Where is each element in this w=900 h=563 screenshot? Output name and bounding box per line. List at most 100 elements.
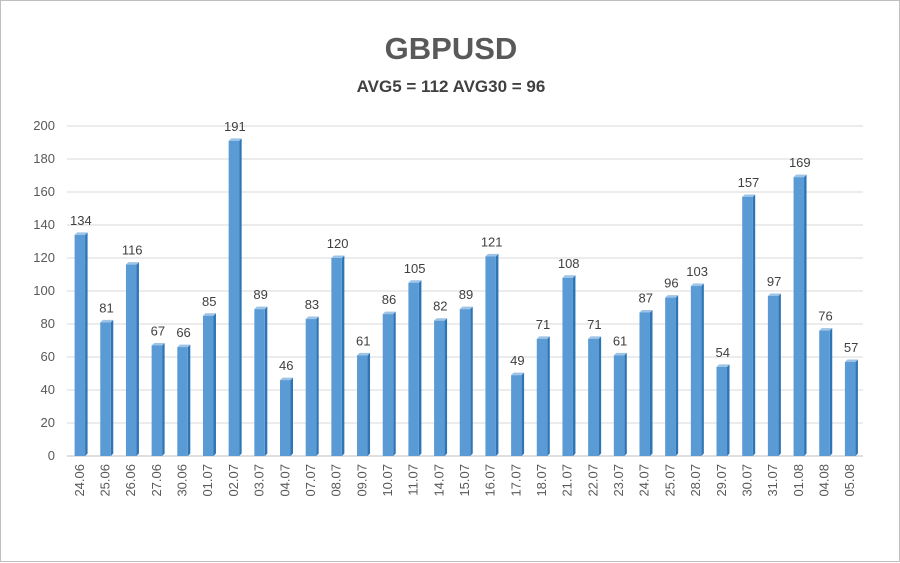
x-tick-label: 29.07	[714, 464, 729, 497]
bar-top	[742, 194, 756, 197]
bar-side	[85, 232, 88, 456]
bar-top	[280, 377, 294, 381]
bar-side	[752, 194, 756, 456]
bar	[767, 295, 779, 456]
data-label: 71	[587, 317, 601, 332]
bar	[382, 314, 394, 456]
bar-top	[690, 283, 704, 287]
x-tick-label: 08.07	[329, 464, 344, 497]
data-label: 54	[716, 345, 730, 360]
bar-side	[829, 328, 833, 456]
bar-side	[675, 295, 679, 456]
data-label: 49	[510, 353, 524, 368]
data-label: 61	[356, 333, 370, 348]
bar	[254, 309, 265, 456]
bar	[819, 330, 830, 456]
data-label: 96	[664, 276, 678, 291]
x-tick-label: 01.07	[200, 464, 215, 497]
bar-top	[228, 138, 242, 141]
bar-top	[254, 306, 268, 310]
x-tick-label: 22.07	[585, 464, 600, 497]
x-tick-label: 18.07	[534, 464, 549, 497]
data-label: 61	[613, 333, 627, 348]
bar-top	[511, 372, 525, 376]
bar-side	[110, 319, 114, 456]
bar	[690, 286, 702, 456]
x-tick-label: 24.07	[637, 464, 652, 497]
data-label: 67	[151, 323, 165, 338]
bar-side	[701, 283, 704, 456]
x-tick-label: 23.07	[611, 464, 626, 497]
x-tick-label: 10.07	[380, 464, 395, 497]
data-label: 85	[202, 294, 216, 309]
data-label: 116	[122, 243, 143, 258]
y-tick-label: 0	[48, 448, 55, 463]
bar	[562, 277, 573, 456]
bar-side	[187, 344, 191, 456]
x-tick-label: 25.07	[662, 464, 677, 497]
bar-top	[151, 342, 165, 346]
x-tick-label: 03.07	[252, 464, 267, 497]
bar-side	[727, 364, 730, 456]
bar-top	[767, 293, 781, 296]
bar-top	[613, 352, 627, 356]
y-tick-label: 200	[33, 118, 55, 133]
bar-top	[844, 359, 858, 362]
bar-side	[495, 253, 499, 456]
x-tick-label: 01.08	[791, 464, 806, 497]
bar-top	[793, 174, 807, 178]
bar	[639, 312, 650, 456]
x-tick-label: 05.08	[842, 464, 857, 497]
x-tick-label: 14.07	[431, 464, 446, 497]
bar-top	[562, 275, 576, 278]
bar	[536, 338, 548, 456]
bar	[228, 140, 240, 456]
bar	[588, 338, 599, 456]
chart-subtitle: AVG5 = 112 AVG30 = 96	[356, 77, 546, 96]
bar	[151, 345, 163, 456]
bar-top	[459, 306, 473, 310]
bar	[844, 361, 856, 456]
bar	[485, 256, 496, 456]
data-label: 81	[99, 300, 113, 315]
y-tick-label: 140	[33, 217, 55, 232]
bar-top	[639, 309, 653, 313]
bar-side	[316, 316, 319, 456]
x-tick-label: 17.07	[508, 464, 523, 497]
bar	[613, 355, 625, 456]
x-tick-label: 24.06	[72, 464, 87, 497]
bar-side	[470, 306, 473, 456]
bar	[511, 375, 522, 456]
bar	[665, 297, 676, 456]
bar-side	[444, 318, 448, 456]
bar-side	[367, 352, 371, 456]
data-label: 89	[459, 287, 473, 302]
bar-top	[588, 336, 602, 339]
bar-top	[536, 336, 550, 339]
data-label: 46	[279, 358, 293, 373]
data-label: 82	[433, 299, 447, 314]
bar-top	[382, 311, 396, 315]
bar-side	[341, 255, 345, 456]
bar-side	[393, 311, 396, 456]
x-tick-label: 04.08	[816, 464, 831, 497]
bar	[716, 366, 728, 456]
bar-side	[547, 336, 550, 456]
bar	[74, 234, 86, 456]
y-tick-label: 180	[33, 151, 55, 166]
bar-side	[290, 377, 294, 456]
bar	[793, 177, 805, 456]
bar-side	[624, 352, 627, 456]
y-tick-label: 160	[33, 184, 55, 199]
data-label: 169	[789, 155, 811, 170]
x-tick-label: 28.07	[688, 464, 703, 497]
x-tick-label: 21.07	[560, 464, 575, 497]
bar	[434, 320, 445, 456]
bar-side	[598, 336, 602, 456]
data-label: 121	[481, 234, 503, 249]
bar-side	[649, 309, 653, 456]
bar-top	[819, 328, 833, 331]
bar-side	[521, 372, 525, 456]
data-label: 134	[70, 213, 92, 228]
